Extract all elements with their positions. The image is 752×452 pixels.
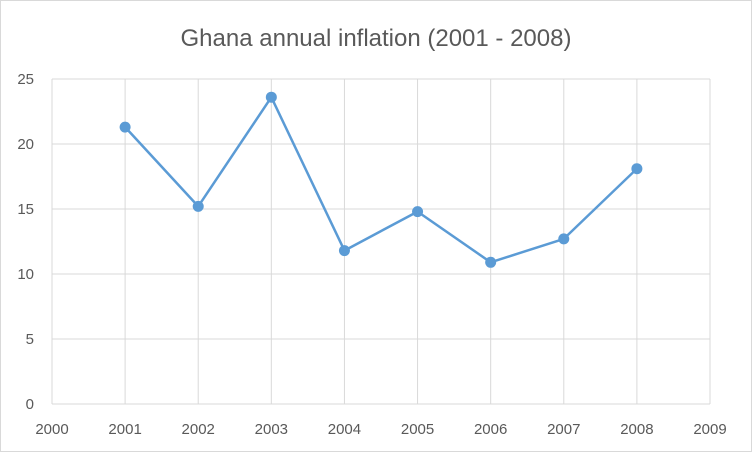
x-tick-label: 2009 [693,421,726,438]
x-tick-label: 2008 [620,421,653,438]
data-point [485,256,497,268]
y-tick-label: 5 [26,331,34,348]
data-point [338,245,350,257]
x-tick-label: 2005 [401,421,434,438]
data-series [119,91,643,268]
x-tick-label: 2004 [328,421,361,438]
y-tick-label: 25 [17,71,34,88]
y-axis-tick-labels: 0 5 10 15 20 25 [17,71,34,413]
y-tick-label: 10 [17,266,34,283]
x-tick-label: 2001 [108,421,141,438]
x-tick-label: 2003 [255,421,288,438]
x-tick-label: 2000 [35,421,68,438]
data-point [119,121,131,133]
data-point [412,206,424,218]
data-point [192,200,204,212]
data-point [631,163,643,175]
series-line [124,95,638,264]
chart-title: Ghana annual inflation (2001 - 2008) [181,25,572,52]
gridlines [51,78,711,405]
x-axis-tick-labels: 2000 2001 2002 2003 2004 2005 2006 2007 2008 2009 [35,421,726,438]
data-point [265,91,277,103]
y-tick-label: 0 [26,396,34,413]
data-point [558,233,570,245]
y-tick-label: 15 [17,201,34,218]
x-tick-label: 2007 [547,421,580,438]
y-tick-label: 20 [17,136,34,153]
x-tick-label: 2002 [182,421,215,438]
x-tick-label: 2006 [474,421,507,438]
